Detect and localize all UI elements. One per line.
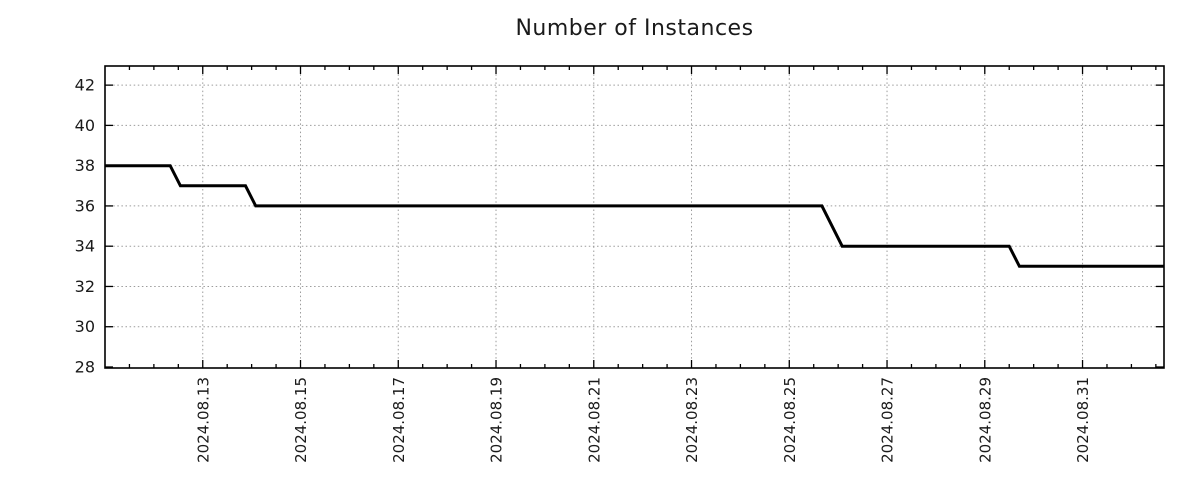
y-tick-label: 30 [75,317,95,336]
y-tick-label: 40 [75,116,95,135]
x-tick-label: 2024.08.29 [976,377,994,463]
y-tick-label: 38 [75,156,95,175]
series-line [105,164,1164,268]
y-tick-label: 28 [75,357,95,376]
x-tick-label: 2024.08.23 [683,377,701,463]
y-tick-label: 42 [75,76,95,95]
y-tick-label: 36 [75,196,95,215]
plot-border [104,65,1165,369]
y-tick-labels: 28 30 32 34 36 38 40 42 [75,76,95,377]
x-tick-label: 2024.08.19 [488,377,506,463]
y-tick-label: 34 [75,237,95,256]
x-tick-label: 2024.08.21 [585,377,603,463]
x-tick-label: 2024.08.31 [1074,377,1092,463]
axis-ticks [105,66,1164,368]
gridlines [105,66,1164,368]
x-tick-label: 2024.08.13 [194,377,212,463]
x-tick-label: 2024.08.27 [879,377,897,463]
x-tick-label: 2024.08.17 [390,377,408,463]
x-tick-label: 2024.08.15 [292,377,310,463]
x-tick-labels: 2024.08.13 2024.08.15 2024.08.17 2024.08.19… [194,377,1092,463]
x-tick-label: 2024.08.25 [781,377,799,463]
chart-title: Number of Instances [515,16,754,41]
y-tick-label: 32 [75,277,95,296]
